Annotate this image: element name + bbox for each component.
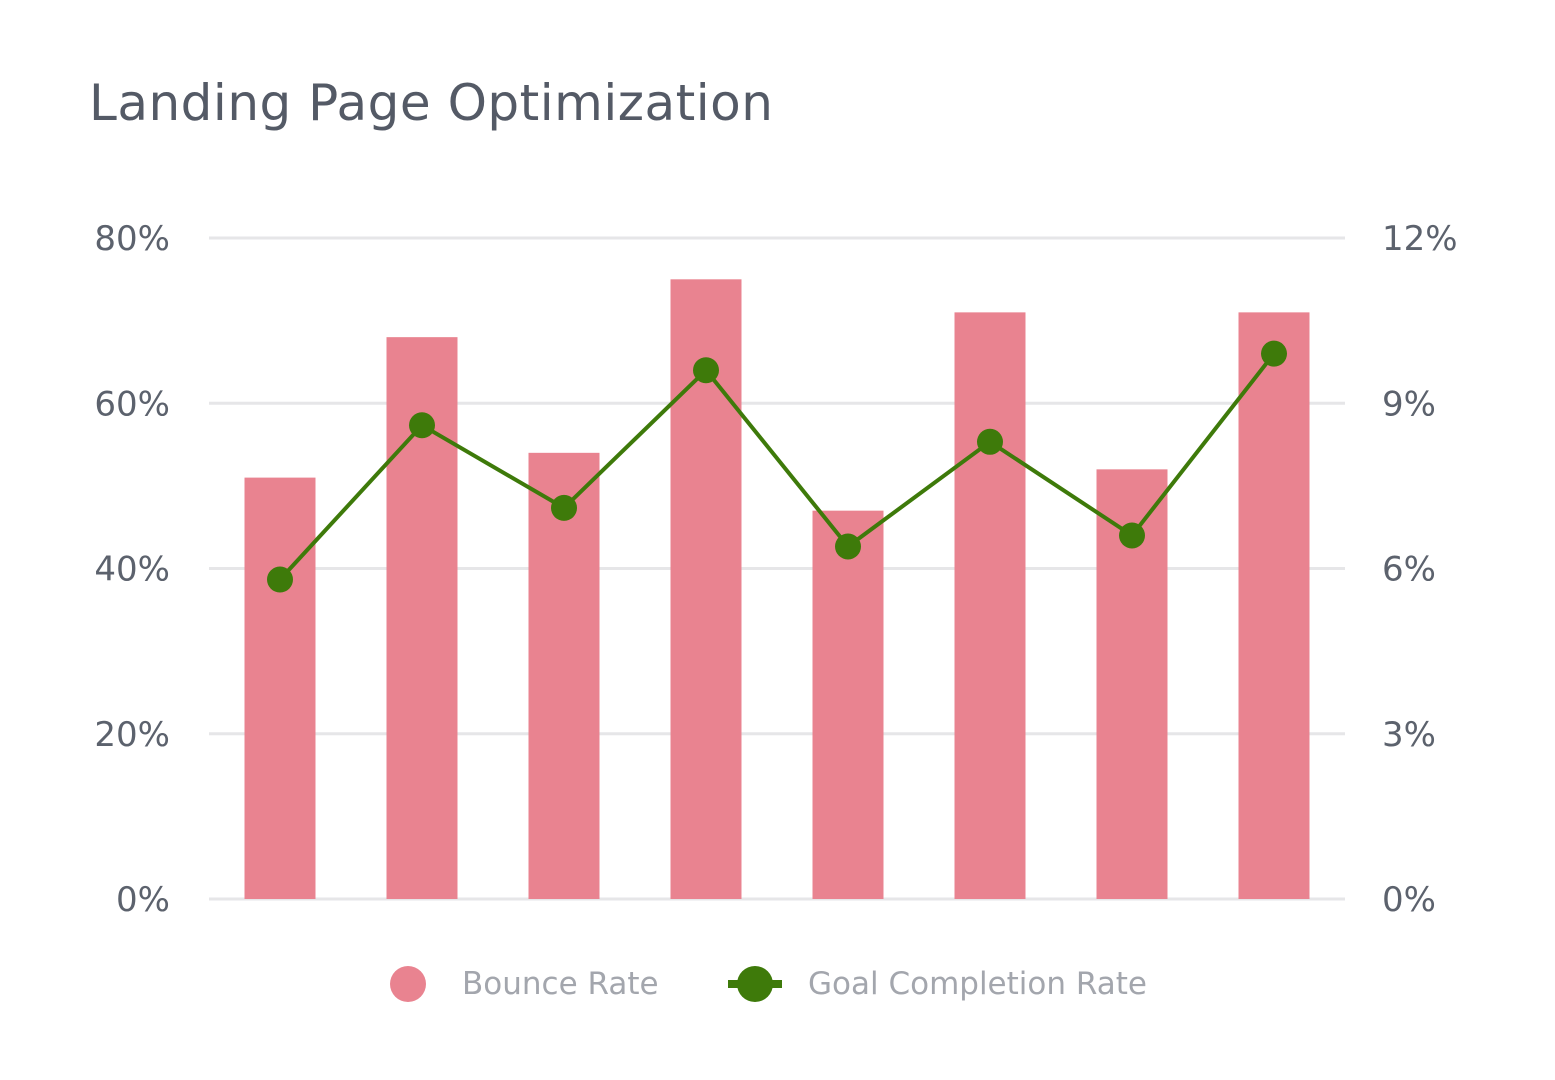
left-axis-tick-label: 20% [94, 715, 170, 755]
bar [812, 510, 884, 899]
left-axis-tick-label: 80% [94, 219, 170, 259]
line-point [977, 428, 1003, 455]
left-axis-tick-label: 60% [94, 384, 170, 424]
legend: Bounce Rate Goal Completion Rate [0, 966, 1555, 1010]
right-axis-tick-label: 12% [1382, 219, 1458, 259]
bar [528, 452, 600, 899]
bar [954, 312, 1026, 899]
right-axis-tick-label: 3% [1382, 715, 1436, 755]
right-axis-tick-label: 0% [1382, 880, 1436, 920]
right-axis-tick-label: 6% [1382, 550, 1436, 590]
legend-label: Goal Completion Rate [808, 966, 1147, 1002]
line-series [278, 352, 1276, 581]
line-point [267, 566, 293, 593]
left-axis-tick-label: 40% [94, 550, 170, 590]
line-point [835, 533, 861, 560]
line-point [1261, 340, 1287, 367]
legend-item-goal-completion-rate[interactable]: Goal Completion Rate [728, 966, 1147, 1002]
legend-swatch-bounce-rate [390, 966, 426, 1002]
right-axis-tick-label: 9% [1382, 384, 1436, 424]
left-axis-tick-label: 0% [116, 880, 170, 920]
line-point [409, 412, 435, 439]
line-point [1119, 522, 1145, 549]
legend-item-bounce-rate[interactable]: Bounce Rate [390, 966, 659, 1002]
line-point [551, 494, 577, 521]
line-point [693, 357, 719, 384]
chart-title: Landing Page Optimization [89, 74, 774, 132]
bar [244, 477, 316, 899]
legend-label: Bounce Rate [462, 966, 659, 1002]
bar [1238, 312, 1310, 899]
legend-swatch-goal-completion-rate [728, 966, 782, 1002]
